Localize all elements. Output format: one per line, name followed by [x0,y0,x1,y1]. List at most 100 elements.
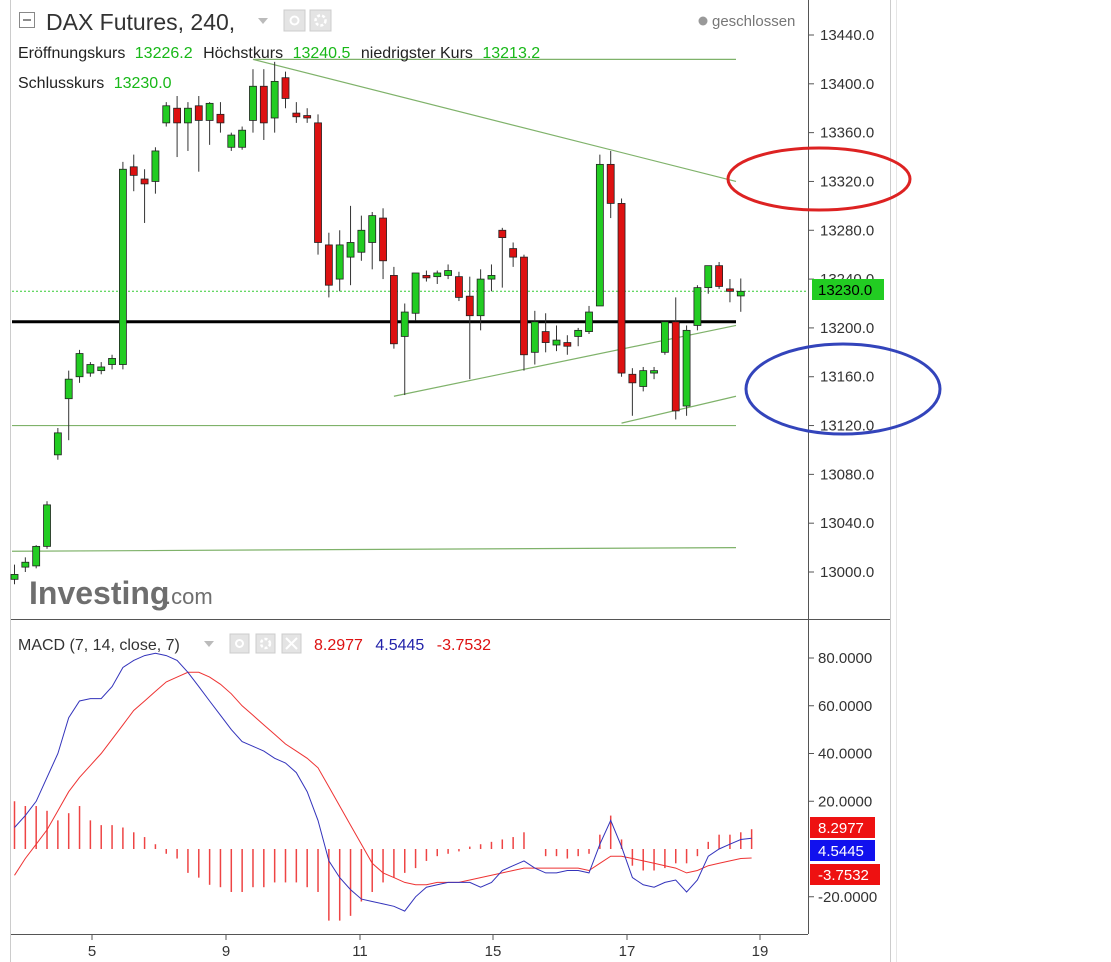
macd-axis: 80.0000 60.0000 40.0000 20.0000 -20.0000 [808,650,877,906]
candle-body [173,107,182,124]
candle [86,362,95,377]
candle-body [389,275,398,345]
candle-body [194,105,203,121]
last-price-label-bg [812,279,884,300]
candle-body [606,163,615,204]
candle [574,327,583,347]
candle-body [726,288,734,292]
signal-line [14,671,752,886]
candle-body [422,275,431,279]
candle [205,102,214,145]
candle [10,564,19,585]
candle-body [455,276,463,298]
candle [292,102,301,123]
chart-header: DAX Futures, 240, geschlossen Eröffnungs… [18,9,795,92]
low-label: niedrigster Kurs [361,45,473,62]
candle-body [736,290,745,297]
trendlines [11,58,808,552]
candle [595,154,604,307]
candle-body [97,366,106,372]
candle [530,310,539,365]
candle [736,278,745,312]
candle [108,354,116,370]
candle [639,366,648,392]
candle [53,427,62,460]
candle-body [444,270,453,276]
candle-body [704,265,713,289]
candle-body [184,107,192,124]
candle-body [205,102,214,121]
price-tick-label: 13320.0 [820,173,874,190]
eye-icon[interactable] [283,9,306,32]
price-axis: 13000.0 13040.0 13080.0 13120.0 13160.0 13200… [808,27,874,581]
candle [194,96,203,172]
candle-body [346,242,355,258]
time-tick-label: 11 [352,943,368,960]
candle [693,285,702,331]
candle [259,69,268,140]
candle-body [563,342,572,347]
low-value: 13213.2 [482,45,540,62]
candle [715,262,723,289]
market-status: geschlossen [712,13,795,30]
macd-signal-value: -3.7532 [437,637,491,654]
candle-body [400,311,409,337]
candle [563,335,572,355]
gear-icon[interactable] [309,9,332,32]
candle-body [324,244,333,286]
status-dot-icon [698,16,708,26]
high-label: Höchstkurs [203,45,283,62]
watermark-brand: Investing [29,575,169,611]
macd-tick-label: 60.0000 [818,698,872,715]
signal-marker-bg [810,864,880,885]
watermark-suffix: .com [165,584,213,609]
gear-icon-cog [314,14,327,27]
last-price-label: 13230.0 [818,282,872,299]
price-tick-label: 13440.0 [820,27,874,44]
macd-gear-cog [259,637,272,650]
candle [270,61,279,133]
candle [140,169,149,223]
candle-body [162,105,171,124]
candle-body [75,353,84,378]
candle [541,313,550,353]
candle [32,545,41,569]
candle-body [541,331,550,343]
price-tick-label: 13040.0 [820,515,874,532]
high-value: 13240.5 [293,45,351,62]
time-tick-label: 5 [88,943,96,960]
candlestick-series [10,61,745,585]
candle-body [32,545,41,567]
candle [617,198,626,377]
macd-eye-icon[interactable] [229,633,250,654]
macd-line-value: 4.5445 [375,637,424,654]
candle-body [595,163,604,307]
candle-body [498,229,507,238]
candle-body [335,244,344,280]
candle [129,154,138,192]
candle-body [628,373,637,384]
macd-gear-icon[interactable] [255,633,276,654]
support-level-13020 [11,546,737,552]
time-tick-label: 15 [485,943,502,960]
candle [346,205,355,286]
candle-body [476,278,485,317]
macd-eye-pupil [235,639,244,648]
candle [324,232,333,298]
macd-axis-markers: 8.2977 4.5445 -3.7532 [810,817,880,885]
candle [704,265,713,294]
close-label: Schlusskurs [18,75,104,92]
candle [650,366,658,380]
candle-body [249,85,257,121]
candle [628,368,637,416]
macd-chevron-down-icon[interactable] [204,641,214,647]
candle-body [259,85,268,124]
candle-body [715,265,723,287]
candle-body [509,248,518,258]
candle [682,325,691,416]
candle [487,264,496,292]
chevron-down-icon[interactable] [258,18,268,24]
candle-body [693,287,702,326]
signal-marker: -3.7532 [818,867,869,884]
candle-body [661,321,669,353]
